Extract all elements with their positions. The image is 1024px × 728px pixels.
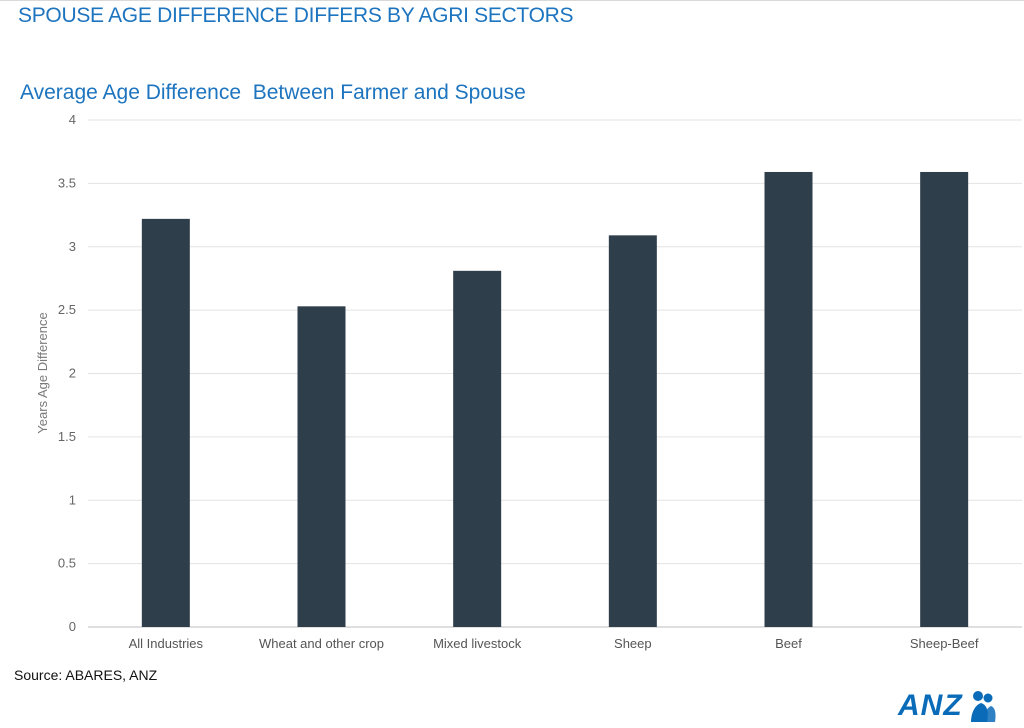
y-tick-label: 3.5 xyxy=(58,175,76,190)
x-axis-ticks: All Industries Wheat and other crop Mixed … xyxy=(129,636,979,651)
x-tick-label: Beef xyxy=(775,636,802,651)
bars xyxy=(141,171,969,628)
anz-logo: ANZ xyxy=(898,688,997,724)
chart-title: Average Age Difference Between Farmer an… xyxy=(20,81,526,104)
x-tick-label: Sheep-Beef xyxy=(910,636,979,651)
y-tick-label: 4 xyxy=(69,112,76,127)
bar xyxy=(764,171,813,627)
y-tick-label: 2.5 xyxy=(58,302,76,317)
y-axis-label: Years Age Difference xyxy=(35,312,50,433)
bar xyxy=(608,235,657,627)
y-tick-label: 3 xyxy=(69,239,76,254)
gridlines xyxy=(88,119,1022,628)
y-tick-label: 0.5 xyxy=(58,556,76,571)
top-rule xyxy=(0,0,1024,1)
page-title: SPOUSE AGE DIFFERENCE DIFFERS BY AGRI SE… xyxy=(18,4,574,27)
bar xyxy=(141,218,190,628)
y-tick-label: 2 xyxy=(69,366,76,381)
y-axis-ticks: 0 0.5 1 1.5 2 2.5 3 3.5 4 xyxy=(58,112,76,634)
bar xyxy=(920,171,969,627)
x-tick-label: Wheat and other crop xyxy=(259,636,384,651)
y-tick-label: 1 xyxy=(69,492,76,507)
bar xyxy=(297,306,346,627)
x-tick-label: Sheep xyxy=(614,636,652,651)
y-tick-label: 0 xyxy=(69,619,76,634)
source-note: Source: ABARES, ANZ xyxy=(14,667,158,683)
y-tick-label: 1.5 xyxy=(58,429,76,444)
x-tick-label: Mixed livestock xyxy=(433,636,522,651)
logo-text: ANZ xyxy=(898,689,963,722)
x-tick-label: All Industries xyxy=(129,636,204,651)
anz-people-icon xyxy=(970,691,996,722)
bar xyxy=(453,270,502,627)
